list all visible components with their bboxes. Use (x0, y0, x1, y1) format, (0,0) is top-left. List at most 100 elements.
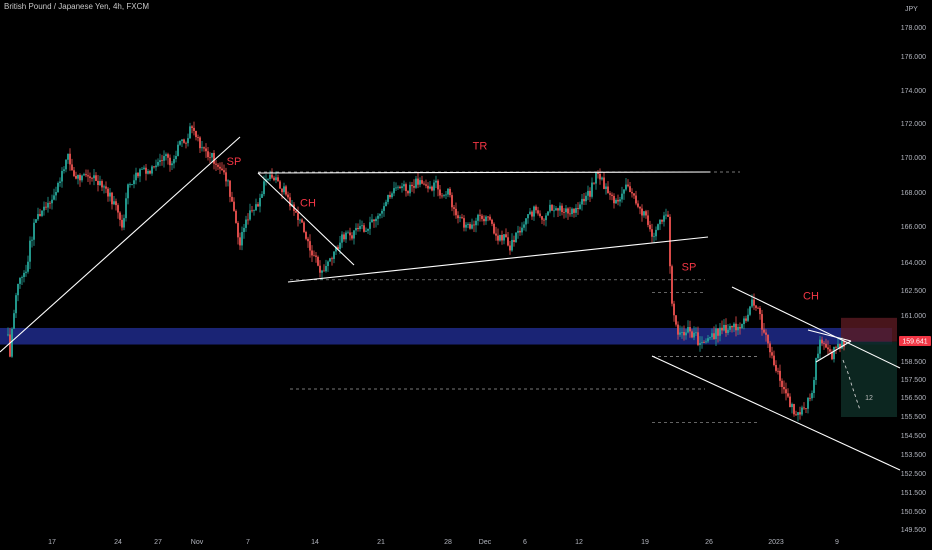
candle-body (247, 219, 249, 221)
candle-body (365, 230, 367, 232)
support-zone[interactable] (0, 327, 892, 345)
candle-body (245, 219, 247, 228)
wedge-top-line[interactable] (807, 329, 852, 342)
candle-body (655, 229, 657, 237)
candle-body (575, 208, 577, 213)
current-price-badge[interactable] (899, 336, 931, 347)
candle-body (43, 206, 45, 211)
candle-body (393, 188, 395, 194)
candle-body (39, 214, 41, 216)
candle-body (709, 337, 711, 339)
candle-body (203, 147, 205, 149)
channel-line-1[interactable] (257, 172, 355, 266)
candle-body (77, 174, 79, 179)
candle-body (643, 211, 645, 216)
candle-body (751, 299, 753, 307)
title-separator-2: , (121, 2, 127, 11)
candle-body (231, 196, 233, 202)
candle-body (159, 160, 161, 163)
y-tick-label: 170.000 (901, 155, 926, 162)
candle-body (423, 183, 425, 185)
candle-body (475, 220, 477, 226)
candle-body (347, 232, 349, 234)
candle-body (63, 169, 65, 171)
candle-body (771, 352, 773, 356)
range-top-line[interactable] (257, 171, 711, 174)
symbol-title[interactable]: British Pound / Japanese Yen, 4h, FXCM (4, 2, 149, 11)
candle-body (283, 186, 285, 193)
candle-body (741, 324, 743, 329)
range-bottom-line[interactable] (287, 236, 709, 283)
candle-body (719, 327, 721, 336)
candle-body (123, 218, 125, 228)
zones-layer (0, 317, 897, 417)
annotation-label: TR (473, 141, 488, 153)
candle-body (279, 181, 281, 189)
candle-body (367, 228, 369, 231)
candle-body (453, 207, 455, 209)
candle-body (189, 126, 191, 139)
candle-body (117, 205, 119, 213)
candle-body (657, 224, 659, 230)
candle-body (145, 167, 147, 174)
x-tick-label: 6 (523, 539, 527, 546)
candle-body (835, 346, 837, 348)
wedge-bottom-line[interactable] (815, 340, 852, 363)
y-tick-label: 174.000 (901, 88, 926, 95)
x-tick-label: 2023 (768, 539, 784, 546)
candle-body (797, 412, 799, 416)
projection-path[interactable] (842, 359, 861, 411)
candle-body (659, 219, 661, 225)
candle-body (11, 328, 13, 357)
candle-body (819, 339, 821, 354)
candle-body (173, 159, 175, 164)
x-tick-label: 26 (705, 539, 713, 546)
candle-body (91, 177, 93, 179)
candle-body (441, 195, 443, 197)
candle-body (7, 334, 9, 336)
candle-body (793, 404, 795, 415)
candle-body (663, 215, 665, 222)
y-axis[interactable]: JPY 178.000 176.000 174.000 172.000 170.000 16… (899, 6, 931, 534)
candle-body (743, 318, 745, 325)
candle-body (263, 181, 265, 195)
candle-body (439, 189, 441, 196)
candle-body (783, 386, 785, 390)
candle-body (155, 165, 157, 168)
y-tick-label: 150.500 (901, 509, 926, 516)
candle-body (549, 204, 551, 212)
candle-body (479, 214, 481, 216)
candle-body (501, 234, 503, 241)
candle-body (139, 169, 141, 177)
candle-body (597, 172, 599, 174)
candle-body (721, 327, 723, 331)
candle-body (731, 325, 733, 328)
trendline-rising[interactable] (0, 136, 241, 353)
candle-body (503, 234, 505, 241)
candle-body (545, 215, 547, 221)
candle-body (45, 206, 47, 208)
candle-body (777, 370, 779, 372)
candle-body (233, 201, 235, 211)
candle-body (483, 218, 485, 222)
candle-body (213, 152, 215, 164)
stop-loss-box[interactable] (841, 317, 897, 342)
candle-body (339, 242, 341, 250)
channel-upper-line[interactable] (731, 286, 901, 369)
candle-body (467, 224, 469, 225)
candle-body (761, 314, 763, 330)
x-axis[interactable]: 17 24 27 Nov 7 14 21 28 Dec 6 12 19 26 2023 9 (48, 539, 839, 546)
candle-body (641, 208, 643, 216)
drawings-layer[interactable] (0, 136, 901, 471)
candle-body (567, 208, 569, 214)
candle-body (661, 219, 663, 222)
candle-body (727, 329, 729, 333)
candle-body (147, 170, 149, 174)
candle-body (95, 175, 97, 181)
channel-lower-line[interactable] (651, 355, 901, 471)
candle-body (169, 157, 171, 166)
candle-body (607, 186, 609, 194)
candle-body (195, 130, 197, 138)
candle-body (79, 174, 81, 181)
